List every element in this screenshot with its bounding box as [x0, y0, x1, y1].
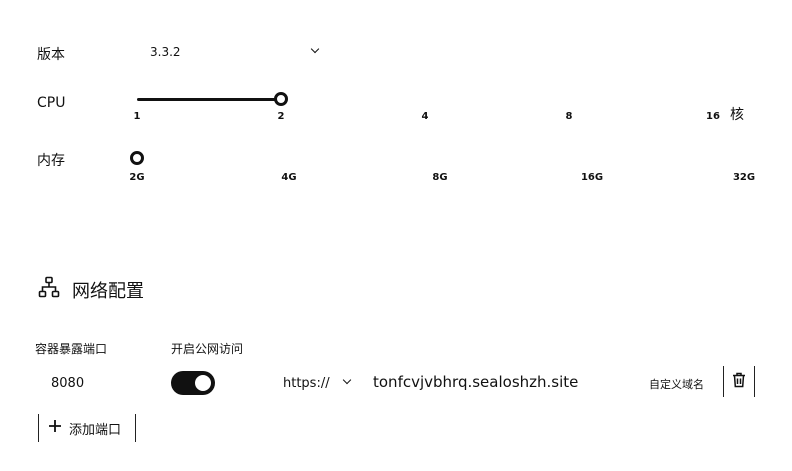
chevron-down-icon: [342, 375, 352, 385]
version-label: 版本: [37, 47, 65, 63]
memory-slider-thumb[interactable]: [130, 151, 144, 165]
custom-domain-button[interactable]: 自定义域名: [649, 378, 704, 391]
cpu-tick: 8: [565, 111, 573, 122]
add-port-button[interactable]: 添加端口: [38, 414, 136, 442]
protocol-value: https://: [283, 375, 330, 391]
version-value: 3.3.2: [150, 45, 181, 59]
cpu-tick: 1: [133, 111, 141, 122]
add-port-label: 添加端口: [69, 422, 122, 438]
protocol-select[interactable]: https://: [283, 373, 355, 393]
memory-tick: 2G: [129, 172, 145, 183]
public-access-header: 开启公网访问: [171, 342, 244, 356]
cpu-tick: 2: [277, 111, 285, 122]
memory-tick: 16G: [580, 172, 604, 183]
memory-label: 内存: [37, 153, 65, 169]
cpu-unit: 核: [730, 107, 744, 123]
cpu-slider[interactable]: [137, 92, 713, 106]
memory-slider[interactable]: [130, 151, 744, 165]
version-select[interactable]: 3.3.2: [150, 42, 325, 62]
toggle-knob: [193, 373, 213, 393]
trash-icon: [732, 372, 746, 392]
port-header: 容器暴露端口: [35, 342, 108, 356]
cpu-slider-thumb[interactable]: [274, 92, 288, 106]
chevron-down-icon: [310, 44, 320, 54]
network-section-title: 网络配置: [72, 281, 144, 302]
memory-tick: 32G: [732, 172, 756, 183]
memory-tick: 4G: [281, 172, 297, 183]
delete-port-button[interactable]: [723, 366, 755, 397]
plus-icon: [49, 420, 61, 436]
cpu-slider-fill: [137, 98, 281, 101]
public-domain: tonfcvjvbhrq.sealoshzh.site: [373, 373, 579, 391]
cpu-tick: 16: [706, 111, 720, 122]
cpu-tick: 4: [421, 111, 429, 122]
port-input[interactable]: 8080: [38, 370, 128, 396]
cpu-label: CPU: [37, 95, 66, 111]
memory-tick: 8G: [432, 172, 448, 183]
public-access-toggle[interactable]: [171, 371, 215, 395]
network-icon: [38, 276, 60, 298]
port-value: 8080: [51, 375, 85, 391]
